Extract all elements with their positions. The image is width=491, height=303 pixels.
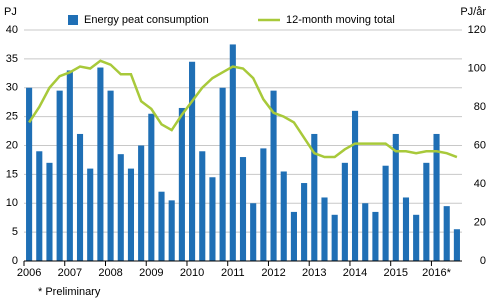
bar [168, 200, 175, 261]
x-tick-label: 2013 [302, 267, 326, 279]
bar [443, 206, 450, 261]
footnote: * Preliminary [38, 286, 101, 298]
y2-tick-label: 20 [474, 216, 486, 228]
bar [26, 87, 33, 261]
y2-tick-label: 80 [474, 101, 486, 113]
bar [209, 177, 216, 261]
bar [270, 90, 277, 261]
y-tick-label: 10 [6, 197, 18, 209]
bar [372, 211, 379, 261]
y2-tick-label: 0 [480, 255, 486, 267]
legend-swatch [68, 15, 78, 25]
y-tick-label: 5 [12, 226, 18, 238]
bar [107, 90, 114, 261]
x-tick-label: 2012 [261, 267, 285, 279]
bar [331, 214, 338, 261]
bar [189, 61, 196, 262]
bar [199, 151, 206, 261]
legend-label: 12-month moving total [286, 14, 395, 26]
bar [423, 162, 430, 261]
x-tick-label: 2014 [343, 267, 367, 279]
x-tick-label: 2016* [422, 267, 451, 279]
y2-axis-label: PJ/år [460, 6, 486, 18]
bar [229, 44, 236, 261]
y-tick-label: 30 [6, 82, 18, 94]
y-tick-label: 20 [6, 139, 18, 151]
y-tick-label: 40 [6, 24, 18, 36]
x-tick-label: 2009 [139, 267, 163, 279]
x-tick-label: 2006 [17, 267, 41, 279]
line [28, 59, 458, 159]
bar [117, 154, 124, 261]
bar [392, 133, 399, 261]
y-axis-label: PJ [4, 6, 17, 18]
bar [311, 133, 318, 261]
bar [158, 191, 165, 261]
y2-tick-label: 60 [474, 139, 486, 151]
bar [138, 145, 145, 261]
x-tick-label: 2008 [98, 267, 122, 279]
y-tick-label: 35 [6, 53, 18, 65]
x-tick-label: 2010 [180, 267, 204, 279]
x-tick-label: 2011 [221, 267, 245, 279]
bar [178, 107, 185, 262]
y-tick-label: 15 [6, 168, 18, 180]
bar [413, 214, 420, 261]
y2-tick-label: 120 [468, 24, 486, 36]
bar [301, 183, 308, 261]
bar [280, 171, 287, 261]
bar [56, 90, 63, 261]
bar [402, 197, 410, 261]
bar [127, 168, 135, 261]
x-tick-label: 2015 [384, 267, 408, 279]
y2-tick-label: 40 [474, 178, 486, 190]
y-tick-label: 0 [12, 255, 18, 267]
x-tick-label: 2007 [58, 267, 82, 279]
bar [97, 67, 104, 261]
bar [36, 151, 43, 261]
bar [219, 87, 226, 261]
bar [290, 211, 297, 261]
y-tick-label: 25 [6, 111, 18, 123]
bar [433, 133, 440, 261]
bar [66, 70, 73, 261]
bar [87, 168, 94, 261]
legend-label: Energy peat consumption [84, 14, 209, 26]
bar [239, 157, 247, 261]
bar [76, 133, 84, 261]
y2-tick-label: 100 [468, 62, 486, 74]
bar [260, 148, 267, 261]
bar [382, 165, 389, 261]
bar [148, 113, 155, 261]
bar [351, 110, 359, 261]
bar [250, 203, 257, 261]
bar [46, 162, 53, 261]
bar [453, 229, 460, 261]
bar [362, 203, 369, 261]
bar [341, 162, 348, 261]
bar [321, 197, 328, 261]
